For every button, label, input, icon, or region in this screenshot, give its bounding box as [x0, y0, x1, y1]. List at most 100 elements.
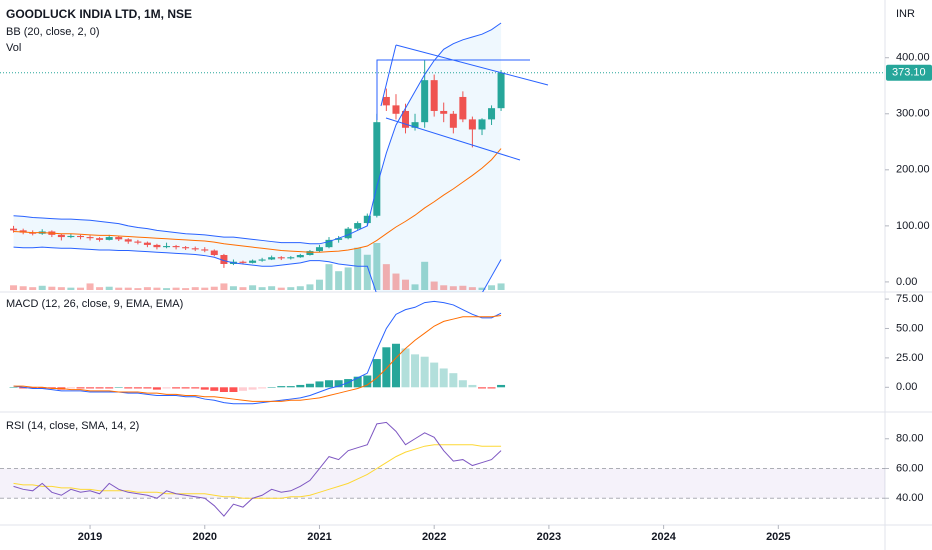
- y-tick-label: 50.00: [896, 322, 924, 334]
- macd-histogram-bar: [344, 379, 353, 388]
- macd-histogram-bar: [143, 387, 152, 389]
- candle-body: [77, 235, 85, 238]
- candle-body: [392, 105, 400, 114]
- volume-bar: [382, 264, 390, 290]
- macd-histogram-bar: [19, 387, 28, 389]
- volume-bar: [210, 286, 218, 290]
- y-tick-label: 200.00: [896, 164, 930, 176]
- x-tick-label: 2020: [193, 531, 217, 543]
- y-tick-label: 80.00: [896, 433, 924, 445]
- volume-bar: [335, 271, 343, 290]
- macd-histogram-bar: [305, 383, 314, 388]
- volume-bar: [124, 287, 132, 290]
- candle-body: [344, 228, 352, 239]
- trendline: [380, 44, 397, 107]
- candle-body: [96, 238, 104, 240]
- macd-histogram-bar: [152, 387, 161, 390]
- volume-bar: [172, 287, 180, 290]
- candle-body: [382, 96, 390, 106]
- signal-line: [13, 315, 502, 402]
- y-tick-label: 0.00: [896, 276, 917, 288]
- candle-body: [143, 242, 151, 245]
- indicator-label: RSI (14, close, SMA, 14, 2): [6, 420, 139, 432]
- candle-body: [354, 223, 362, 229]
- macd-histogram-bar: [430, 362, 439, 388]
- macd-histogram-bar: [277, 386, 286, 388]
- volume-bar: [306, 284, 314, 290]
- volume-bar: [363, 254, 371, 290]
- candle-body: [67, 235, 75, 238]
- y-tick-label: 300.00: [896, 108, 930, 120]
- candle-body: [421, 80, 429, 123]
- indicator-label: Vol: [6, 42, 21, 54]
- candle-body: [440, 110, 448, 114]
- macd-histogram-bar: [66, 387, 75, 389]
- currency-label: INR: [896, 8, 915, 20]
- candle-body: [277, 257, 285, 259]
- x-tick-label: 2023: [537, 531, 561, 543]
- y-tick-label: 60.00: [896, 462, 924, 474]
- last-price-label: 373.10: [892, 67, 926, 79]
- macd-histogram-bar: [296, 384, 305, 388]
- candle-body: [239, 261, 247, 263]
- volume-bar: [57, 287, 65, 290]
- candle-body: [124, 239, 132, 242]
- volume-bar: [239, 287, 247, 290]
- candle-body: [191, 248, 199, 250]
- volume-bar: [86, 283, 94, 290]
- bb-fill: [13, 22, 502, 292]
- y-tick-label: 40.00: [896, 492, 924, 504]
- volume-bar: [19, 286, 27, 290]
- candle-body: [163, 246, 171, 248]
- candle-body: [153, 244, 161, 248]
- candle-body: [468, 119, 476, 130]
- candle-body: [210, 250, 218, 256]
- candle-body: [29, 232, 37, 234]
- macd-histogram-bar: [38, 387, 47, 389]
- macd-histogram-bar: [95, 387, 104, 389]
- macd-histogram-bar: [420, 356, 429, 388]
- macd-histogram-bar: [372, 359, 381, 388]
- y-tick-label: 75.00: [896, 293, 924, 305]
- volume-bar: [373, 243, 381, 290]
- volume-bar: [153, 287, 161, 290]
- volume-bar: [143, 287, 151, 290]
- candle-body: [105, 237, 113, 240]
- macd-histogram-bar: [487, 387, 496, 389]
- candle-body: [268, 257, 276, 260]
- macd-histogram-bar: [133, 387, 142, 389]
- candle-body: [373, 122, 381, 216]
- rsi-ma-line: [13, 444, 502, 499]
- candle-body: [363, 215, 371, 224]
- macd-histogram-bar: [28, 387, 37, 389]
- candle-body: [19, 230, 27, 233]
- candle-body: [402, 110, 410, 128]
- volume-bar: [440, 285, 448, 290]
- candle-body: [306, 251, 314, 256]
- macd-histogram-bar: [468, 384, 477, 388]
- x-tick-label: 2021: [307, 531, 331, 543]
- macd-histogram-bar: [181, 387, 190, 389]
- macd-histogram-bar: [47, 387, 56, 389]
- trendline: [395, 44, 549, 86]
- volume-bar: [38, 285, 46, 290]
- candle-body: [430, 80, 438, 111]
- macd-histogram-bar: [324, 380, 333, 388]
- volume-bar: [421, 261, 429, 290]
- volume-bar: [354, 247, 362, 290]
- macd-histogram-bar: [449, 373, 458, 388]
- macd-histogram-bar: [258, 387, 267, 389]
- x-tick-label: 2022: [422, 531, 446, 543]
- macd-histogram-bar: [401, 348, 410, 388]
- macd-histogram-bar: [439, 368, 448, 388]
- macd-histogram-bar: [124, 387, 133, 389]
- volume-bar: [96, 287, 104, 290]
- volume-bar: [315, 279, 323, 290]
- volume-bar: [344, 267, 352, 290]
- x-tick-label: 2025: [766, 531, 790, 543]
- volume-bar: [478, 287, 486, 290]
- volume-bar: [201, 287, 209, 290]
- trendline: [385, 117, 521, 161]
